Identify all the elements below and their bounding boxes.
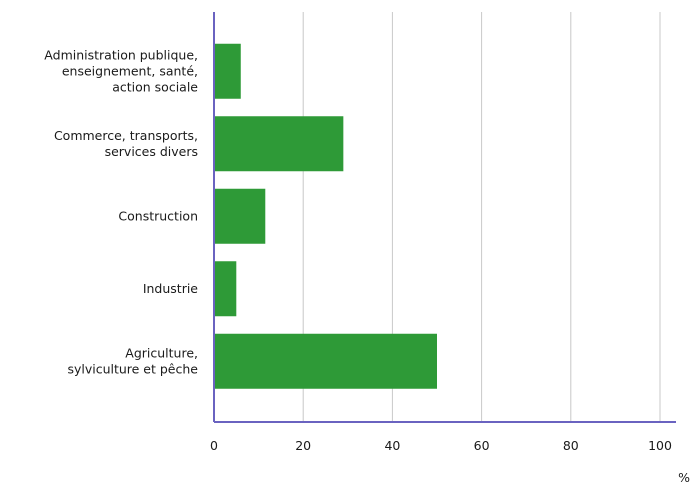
bar-0 [214,43,241,99]
category-label-line: Industrie [143,281,198,296]
bar-1 [214,116,344,172]
x-tick-label-80: 80 [563,438,579,453]
category-label-4: Agriculture, sylviculture et pêche [67,345,198,376]
category-label-line: Commerce, transports, [54,128,198,143]
x-tick-label-60: 60 [474,438,490,453]
category-label-line: sylviculture et pêche [67,361,198,376]
x-tick-label-20: 20 [295,438,311,453]
category-label-3: Industrie [143,281,198,296]
category-label-line: action sociale [112,79,198,94]
category-labels: Administration publique, enseignement, sa… [44,47,198,376]
bar-3 [214,261,237,317]
category-label-line: enseignement, santé, [62,63,198,78]
category-label-line: Construction [118,208,198,223]
x-tick-label-100: 100 [648,438,672,453]
bar-4 [214,333,437,389]
axes [213,12,676,423]
category-label-line: Administration publique, [44,47,198,62]
bars [214,43,437,389]
x-tick-labels: 0 20 40 60 80 100 [210,438,672,453]
bar-2 [214,188,266,244]
category-label-line: Agriculture, [125,345,198,360]
x-unit-label: % [678,470,690,485]
x-tick-label-0: 0 [210,438,218,453]
x-tick-label-40: 40 [384,438,400,453]
category-label-line: services divers [105,144,198,159]
category-label-0: Administration publique, enseignement, sa… [44,47,198,94]
category-label-2: Construction [118,208,198,223]
category-label-1: Commerce, transports, services divers [54,128,198,159]
